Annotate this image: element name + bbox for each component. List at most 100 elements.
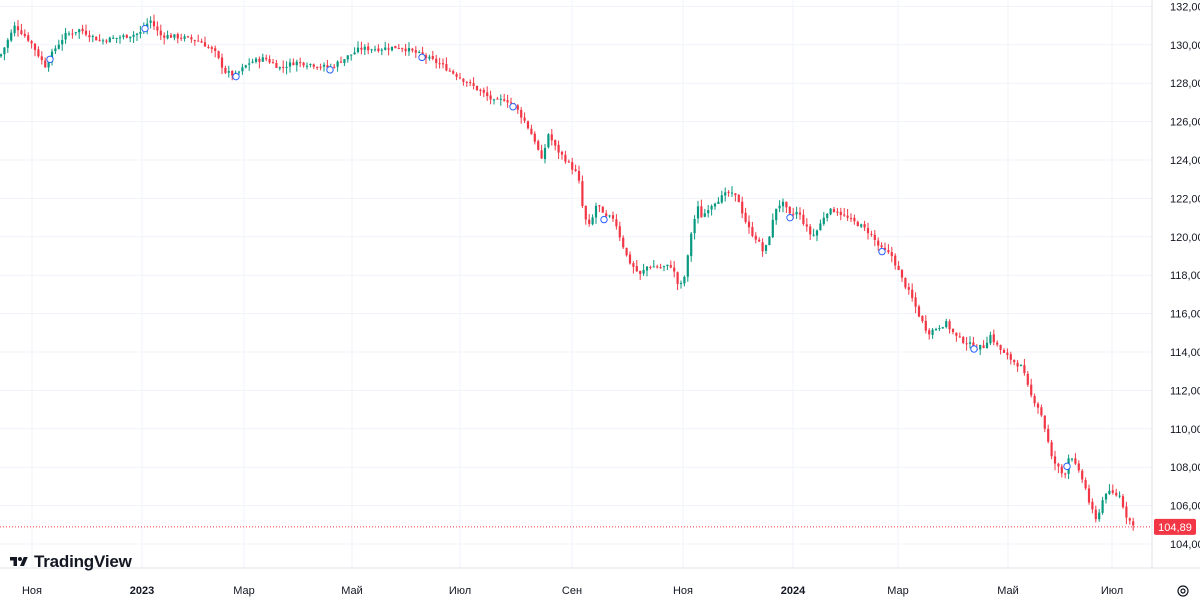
candle-down bbox=[877, 237, 880, 251]
candle-down bbox=[275, 59, 278, 68]
candle-down bbox=[754, 232, 757, 244]
candle-up bbox=[547, 133, 550, 149]
candle-down bbox=[965, 336, 968, 351]
candle-down bbox=[863, 220, 866, 231]
candle-up bbox=[248, 58, 251, 71]
candle-down bbox=[843, 208, 846, 217]
dividend-marker[interactable] bbox=[600, 215, 608, 224]
candle-up bbox=[826, 212, 829, 222]
candle-down bbox=[509, 97, 513, 104]
candle-down bbox=[982, 340, 985, 349]
candle-up bbox=[251, 58, 254, 64]
candle-up bbox=[61, 34, 64, 51]
candle-down bbox=[659, 263, 662, 269]
candle-down bbox=[727, 190, 730, 197]
candle-down bbox=[832, 207, 836, 213]
y-tick-label: 126,00 bbox=[1170, 117, 1200, 129]
tradingview-logo[interactable]: TradingView bbox=[8, 552, 132, 572]
candle-down bbox=[1077, 460, 1080, 473]
candle-down bbox=[584, 205, 587, 225]
candle-up bbox=[707, 205, 710, 218]
candle-down bbox=[530, 124, 533, 135]
x-axis[interactable]: Ноя 2023 Мар Май Июл Сен Ноя 2024 Мар Май Июл bbox=[22, 585, 1123, 597]
candle-down bbox=[734, 193, 737, 202]
candle-up bbox=[91, 34, 94, 43]
candle-down bbox=[1064, 472, 1067, 479]
candle-down bbox=[105, 39, 108, 44]
candle-up bbox=[945, 318, 948, 329]
candle-down bbox=[917, 304, 921, 318]
candle-down bbox=[911, 283, 914, 302]
candle-up bbox=[979, 344, 982, 356]
candle-down bbox=[567, 159, 570, 163]
candle-down bbox=[1094, 505, 1097, 523]
candle-down bbox=[339, 56, 343, 64]
candle-down bbox=[992, 329, 995, 346]
candle-down bbox=[217, 50, 220, 60]
candle-up bbox=[295, 59, 298, 72]
candle-down bbox=[540, 144, 543, 159]
candle-down bbox=[1081, 468, 1084, 484]
dividend-marker[interactable] bbox=[326, 66, 334, 74]
dividend-marker[interactable] bbox=[418, 53, 426, 62]
dividend-marker[interactable] bbox=[970, 345, 978, 353]
candle-down bbox=[849, 213, 853, 222]
candle-down bbox=[1132, 517, 1135, 531]
candle-down bbox=[577, 165, 581, 184]
candle-down bbox=[1043, 415, 1046, 433]
candle-down bbox=[598, 204, 601, 212]
candle-down bbox=[268, 55, 271, 64]
candle-down bbox=[40, 51, 43, 65]
dividend-marker[interactable] bbox=[232, 72, 240, 81]
candle-up bbox=[54, 45, 57, 55]
candle-down bbox=[928, 328, 931, 340]
x-tick-label: Июл bbox=[449, 585, 471, 597]
candle-up bbox=[309, 63, 312, 68]
dividend-marker[interactable] bbox=[46, 55, 54, 63]
candle-down bbox=[88, 30, 91, 42]
candle-down bbox=[948, 319, 951, 334]
dividend-marker[interactable] bbox=[509, 103, 517, 111]
candle-down bbox=[401, 47, 404, 53]
candle-up bbox=[0, 53, 3, 58]
candle-down bbox=[618, 221, 621, 242]
y-tick-label: 128,00 bbox=[1170, 78, 1200, 90]
candle-down bbox=[669, 260, 672, 269]
candle-up bbox=[492, 98, 496, 105]
candle-up bbox=[781, 198, 785, 213]
y-axis[interactable]: 104,00 106,00 108,00 110,00 112,00 114,00 116,… bbox=[0, 0, 1200, 569]
x-tick-label: 2023 bbox=[130, 585, 154, 597]
candle-up bbox=[1104, 493, 1108, 504]
candle-down bbox=[1036, 401, 1040, 414]
candle-down bbox=[316, 66, 319, 71]
candle-up bbox=[829, 207, 832, 216]
candle-down bbox=[581, 175, 584, 208]
x-tick-label: Мар bbox=[887, 585, 909, 597]
candle-up bbox=[108, 36, 111, 43]
candle-down bbox=[214, 45, 217, 58]
dividend-marker[interactable] bbox=[141, 24, 149, 33]
dividend-marker[interactable] bbox=[1063, 462, 1071, 471]
candle-down bbox=[1023, 358, 1026, 376]
candle-down bbox=[1111, 484, 1114, 495]
brand-name: TradingView bbox=[34, 552, 132, 571]
candle-down bbox=[873, 230, 876, 247]
candle-down bbox=[1016, 359, 1019, 372]
candle-up bbox=[645, 266, 649, 277]
candle-down bbox=[635, 259, 638, 272]
dividend-marker[interactable] bbox=[786, 213, 794, 222]
candle-down bbox=[394, 45, 397, 49]
candle-up bbox=[3, 47, 6, 61]
dividend-marker[interactable] bbox=[878, 247, 886, 256]
candle-up bbox=[795, 206, 798, 219]
gear-icon[interactable] bbox=[1176, 584, 1190, 598]
candle-down bbox=[1047, 424, 1050, 444]
x-tick-label: 2024 bbox=[781, 585, 806, 597]
candle-up bbox=[57, 39, 60, 50]
candle-down bbox=[632, 261, 635, 274]
x-tick-label: Май bbox=[997, 585, 1019, 597]
candle-up bbox=[764, 244, 768, 255]
candle-down bbox=[81, 24, 84, 35]
candle-down bbox=[475, 85, 479, 91]
